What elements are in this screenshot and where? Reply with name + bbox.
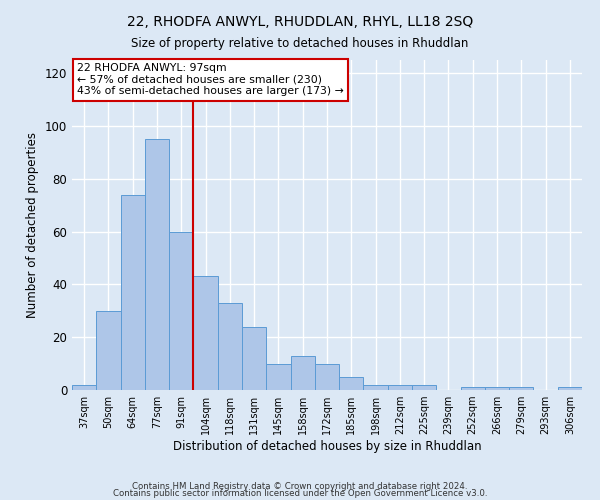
Bar — [193, 276, 218, 390]
Text: Size of property relative to detached houses in Rhuddlan: Size of property relative to detached ho… — [131, 38, 469, 51]
Bar — [461, 388, 485, 390]
Bar — [364, 384, 388, 390]
Bar — [218, 303, 242, 390]
Y-axis label: Number of detached properties: Number of detached properties — [26, 132, 39, 318]
Bar — [242, 326, 266, 390]
Bar — [145, 139, 169, 390]
Bar — [96, 311, 121, 390]
Text: 22, RHODFA ANWYL, RHUDDLAN, RHYL, LL18 2SQ: 22, RHODFA ANWYL, RHUDDLAN, RHYL, LL18 2… — [127, 15, 473, 29]
Bar — [169, 232, 193, 390]
X-axis label: Distribution of detached houses by size in Rhuddlan: Distribution of detached houses by size … — [173, 440, 481, 453]
Bar — [485, 388, 509, 390]
Text: 22 RHODFA ANWYL: 97sqm
← 57% of detached houses are smaller (230)
43% of semi-de: 22 RHODFA ANWYL: 97sqm ← 57% of detached… — [77, 64, 344, 96]
Bar — [121, 194, 145, 390]
Bar — [558, 388, 582, 390]
Text: Contains HM Land Registry data © Crown copyright and database right 2024.: Contains HM Land Registry data © Crown c… — [132, 482, 468, 491]
Bar — [339, 377, 364, 390]
Bar — [290, 356, 315, 390]
Bar — [72, 384, 96, 390]
Bar — [315, 364, 339, 390]
Bar — [412, 384, 436, 390]
Text: Contains public sector information licensed under the Open Government Licence v3: Contains public sector information licen… — [113, 489, 487, 498]
Bar — [388, 384, 412, 390]
Bar — [266, 364, 290, 390]
Bar — [509, 388, 533, 390]
